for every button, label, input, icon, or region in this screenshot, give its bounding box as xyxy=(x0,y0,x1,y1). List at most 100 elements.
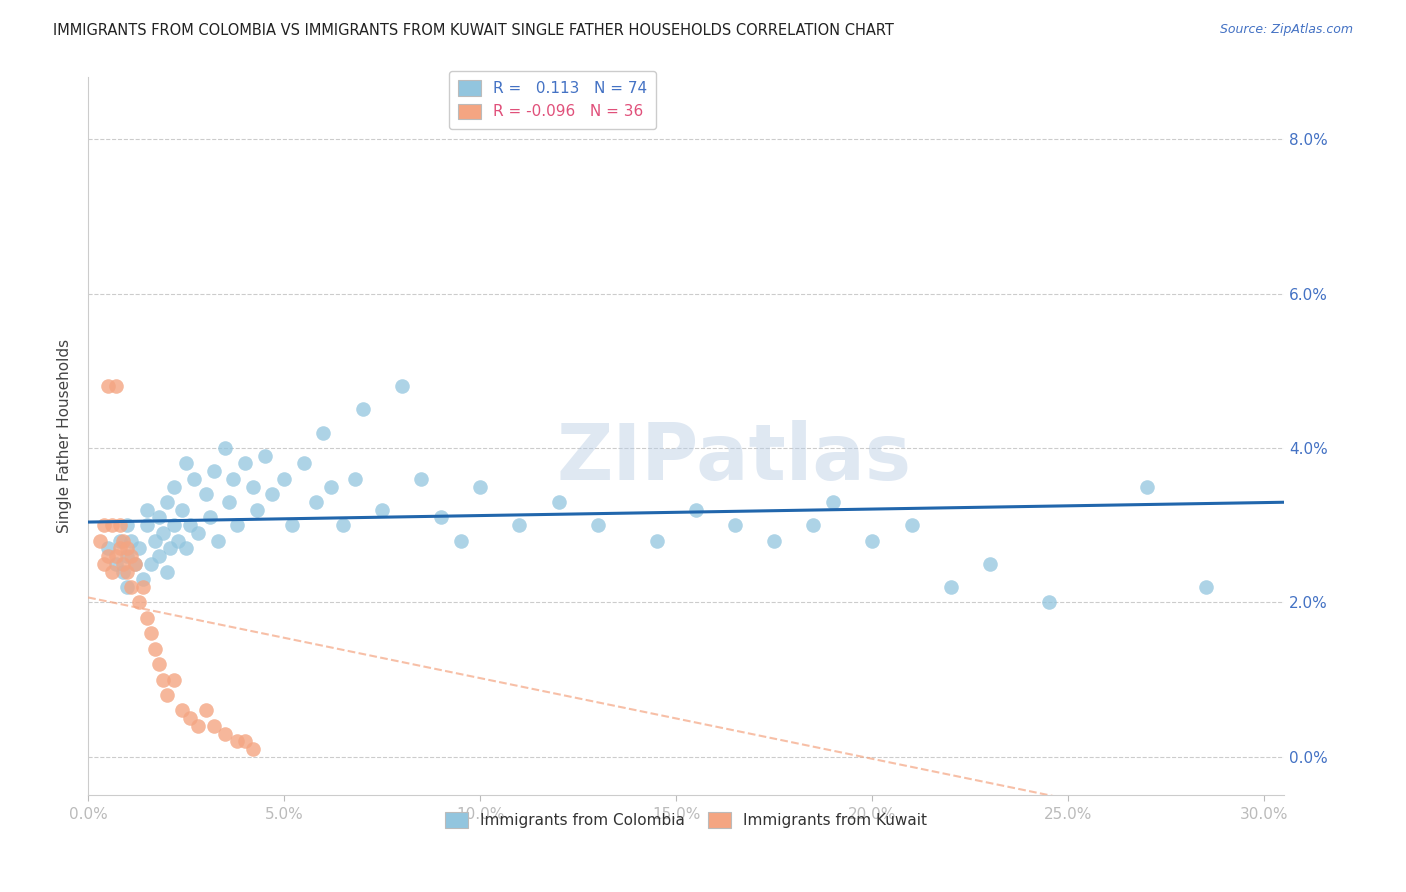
Point xyxy=(172,703,194,717)
Text: IMMIGRANTS FROM COLOMBIA VS IMMIGRANTS FROM KUWAIT SINGLE FATHER HOUSEHOLDS CORR: IMMIGRANTS FROM COLOMBIA VS IMMIGRANTS F… xyxy=(53,23,894,38)
Point xyxy=(136,518,159,533)
Point xyxy=(253,449,276,463)
Point xyxy=(547,495,569,509)
Point xyxy=(343,472,366,486)
Point xyxy=(143,533,166,548)
Point xyxy=(139,626,162,640)
Point xyxy=(273,472,295,486)
Point xyxy=(104,549,127,563)
Point xyxy=(1136,480,1159,494)
Point xyxy=(233,457,256,471)
Point xyxy=(226,734,249,748)
Point xyxy=(214,441,236,455)
Point xyxy=(939,580,962,594)
Point xyxy=(108,518,131,533)
Point xyxy=(148,549,170,563)
Point xyxy=(152,525,174,540)
Point xyxy=(198,510,221,524)
Point xyxy=(89,533,111,548)
Point xyxy=(763,533,786,548)
Point xyxy=(262,487,284,501)
Point xyxy=(900,518,922,533)
Point xyxy=(411,472,433,486)
Point xyxy=(163,480,186,494)
Point xyxy=(860,533,883,548)
Point xyxy=(93,518,115,533)
Point xyxy=(179,518,201,533)
Point xyxy=(124,557,146,571)
Point xyxy=(242,480,264,494)
Point xyxy=(292,457,315,471)
Point xyxy=(120,533,142,548)
Point xyxy=(104,557,127,571)
Point xyxy=(117,580,139,594)
Point xyxy=(155,565,177,579)
Point xyxy=(155,495,177,509)
Point xyxy=(226,518,249,533)
Point xyxy=(108,533,131,548)
Text: ZIPatlas: ZIPatlas xyxy=(557,420,911,496)
Point xyxy=(139,557,162,571)
Point xyxy=(281,518,304,533)
Point xyxy=(352,402,374,417)
Point xyxy=(148,510,170,524)
Point xyxy=(117,549,139,563)
Point xyxy=(470,480,492,494)
Text: Source: ZipAtlas.com: Source: ZipAtlas.com xyxy=(1219,23,1353,37)
Point xyxy=(823,495,845,509)
Point xyxy=(128,595,150,609)
Point xyxy=(108,541,131,556)
Point xyxy=(112,565,135,579)
Point xyxy=(371,502,394,516)
Point xyxy=(183,472,205,486)
Point xyxy=(112,533,135,548)
Point xyxy=(93,557,115,571)
Point xyxy=(174,541,197,556)
Point xyxy=(586,518,609,533)
Point xyxy=(124,557,146,571)
Point xyxy=(1038,595,1060,609)
Point xyxy=(148,657,170,672)
Point xyxy=(128,541,150,556)
Point xyxy=(112,557,135,571)
Point xyxy=(321,480,343,494)
Y-axis label: Single Father Households: Single Father Households xyxy=(58,339,72,533)
Point xyxy=(207,533,229,548)
Point xyxy=(152,673,174,687)
Point xyxy=(979,557,1001,571)
Point xyxy=(724,518,747,533)
Point xyxy=(167,533,190,548)
Point xyxy=(332,518,354,533)
Point xyxy=(803,518,825,533)
Point xyxy=(100,518,122,533)
Point xyxy=(132,580,155,594)
Point xyxy=(155,688,177,702)
Point xyxy=(179,711,201,725)
Point xyxy=(246,502,269,516)
Point xyxy=(222,472,245,486)
Point xyxy=(97,541,120,556)
Point xyxy=(163,518,186,533)
Point xyxy=(117,565,139,579)
Point xyxy=(159,541,181,556)
Point xyxy=(117,541,139,556)
Point xyxy=(97,549,120,563)
Point xyxy=(187,525,209,540)
Point xyxy=(430,510,453,524)
Point xyxy=(100,565,122,579)
Point xyxy=(450,533,472,548)
Point xyxy=(136,502,159,516)
Point xyxy=(163,673,186,687)
Point xyxy=(202,464,225,478)
Legend: Immigrants from Colombia, Immigrants from Kuwait: Immigrants from Colombia, Immigrants fro… xyxy=(439,806,934,834)
Point xyxy=(136,611,159,625)
Point xyxy=(194,487,217,501)
Point xyxy=(202,719,225,733)
Point xyxy=(174,457,197,471)
Point xyxy=(120,580,142,594)
Point xyxy=(214,726,236,740)
Point xyxy=(1194,580,1216,594)
Point xyxy=(104,379,127,393)
Point xyxy=(187,719,209,733)
Point xyxy=(172,502,194,516)
